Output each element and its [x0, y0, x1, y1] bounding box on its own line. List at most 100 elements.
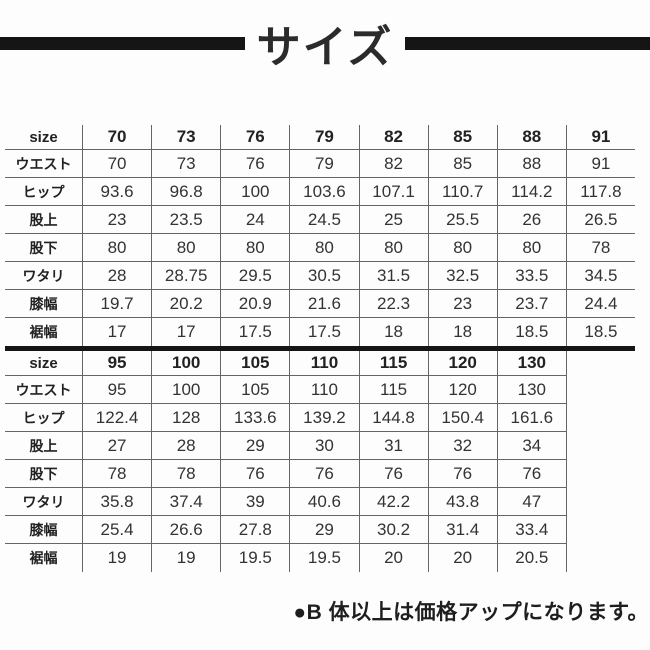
- cell-value: 26: [496, 206, 566, 234]
- cell-value: 26.6: [151, 516, 221, 544]
- cell-value: 22.3: [358, 290, 428, 318]
- size-table-large: size 95 100 105 110 115 120 130 ウエスト 95 100 105 110 1…: [5, 351, 635, 572]
- cell-value: 78: [151, 460, 221, 488]
- size-header-value: 115: [358, 351, 428, 376]
- empty-cell: [565, 404, 635, 432]
- cell-value: 80: [220, 234, 290, 262]
- cell-value: 105: [220, 376, 290, 404]
- cell-value: 19.7: [82, 290, 152, 318]
- page-title: サイズ: [256, 23, 394, 72]
- cell-value: 88: [496, 150, 566, 178]
- cell-value: 133.6: [220, 404, 290, 432]
- row-label: ワタリ: [5, 262, 82, 290]
- cell-value: 20: [427, 544, 497, 572]
- empty-cell: [565, 432, 635, 460]
- cell-value: 80: [151, 234, 221, 262]
- cell-value: 29: [289, 516, 359, 544]
- cell-value: 25: [358, 206, 428, 234]
- row-label: 股上: [5, 206, 82, 234]
- cell-value: 76: [289, 460, 359, 488]
- cell-value: 103.6: [289, 178, 359, 206]
- cell-value: 30: [289, 432, 359, 460]
- cell-value: 27.8: [220, 516, 290, 544]
- cell-value: 18.5: [496, 318, 566, 346]
- size-header-value: 70: [82, 125, 152, 150]
- cell-value: 18.5: [565, 318, 635, 346]
- size-header-value: 85: [427, 125, 497, 150]
- cell-value: 34.5: [565, 262, 635, 290]
- cell-value: 33.4: [496, 516, 566, 544]
- cell-value: 96.8: [151, 178, 221, 206]
- size-header-value: 79: [289, 125, 359, 150]
- row-label: ウエスト: [5, 150, 82, 178]
- cell-value: 24.4: [565, 290, 635, 318]
- cell-value: 114.2: [496, 178, 566, 206]
- cell-value: 115: [358, 376, 428, 404]
- cell-value: 78: [565, 234, 635, 262]
- title-bar-left: [0, 36, 245, 50]
- cell-value: 32: [427, 432, 497, 460]
- cell-value: 31.5: [358, 262, 428, 290]
- cell-value: 80: [496, 234, 566, 262]
- cell-value: 30.2: [358, 516, 428, 544]
- cell-value: 17.5: [220, 318, 289, 346]
- empty-cell: [565, 460, 635, 488]
- cell-value: 20.9: [220, 290, 290, 318]
- cell-value: 73: [151, 150, 221, 178]
- cell-value: 31.4: [427, 516, 497, 544]
- row-label: 裾幅: [29, 550, 58, 566]
- cell-value: 110: [289, 376, 359, 404]
- cell-value: 20: [358, 544, 428, 572]
- size-table-small: size 70 73 76 79 82 85 88 91 ウエスト 70 73 76 79 82 85 88 91…: [5, 125, 635, 351]
- empty-cell: [565, 544, 635, 572]
- size-header-value: 105: [220, 351, 290, 376]
- cell-value: 117.8: [565, 178, 635, 206]
- size-column-header: size: [5, 125, 82, 150]
- cell-value: 110.7: [427, 178, 497, 206]
- row-label: ウエスト: [5, 376, 82, 404]
- cell-value: 18: [427, 318, 497, 346]
- cell-value: 23.5: [151, 206, 221, 234]
- row-label: 裾幅: [29, 324, 58, 340]
- cell-value: 19: [151, 544, 220, 572]
- cell-value: 23: [82, 206, 152, 234]
- cell-value: 39: [220, 488, 290, 516]
- cell-value: 28: [82, 262, 152, 290]
- cell-value: 122.4: [82, 404, 152, 432]
- size-header-value: 120: [427, 351, 497, 376]
- cell-value: 80: [82, 234, 152, 262]
- empty-cell: [565, 516, 635, 544]
- size-column-header: size: [5, 351, 82, 376]
- cell-value: 128: [151, 404, 221, 432]
- cell-value: 100: [151, 376, 221, 404]
- cell-value: 93.6: [82, 178, 152, 206]
- cell-value: 28: [151, 432, 221, 460]
- cell-value: 130: [496, 376, 566, 404]
- row-label: 股上: [5, 432, 82, 460]
- size-header-value: 91: [565, 125, 635, 150]
- row-label: ワタリ: [5, 488, 82, 516]
- cell-value: 40.6: [289, 488, 359, 516]
- cell-value: 33.5: [496, 262, 566, 290]
- cell-value: 26.5: [565, 206, 635, 234]
- size-header-value: 100: [151, 351, 221, 376]
- cell-value: 47: [496, 488, 566, 516]
- cell-value: 19: [82, 544, 151, 572]
- cell-value: 80: [289, 234, 359, 262]
- price-note: ●B 体以上は価格アップになります。: [293, 601, 649, 624]
- cell-value: 28.75: [151, 262, 221, 290]
- cell-value: 19.5: [289, 544, 358, 572]
- cell-value: 17.5: [289, 318, 358, 346]
- size-header-value: 130: [496, 351, 566, 376]
- cell-value: 95: [82, 376, 152, 404]
- cell-value: 27: [82, 432, 152, 460]
- cell-value: 35.8: [82, 488, 152, 516]
- cell-value: 18: [358, 318, 428, 346]
- cell-value: 24.5: [289, 206, 359, 234]
- cell-value: 76: [220, 150, 290, 178]
- size-header-value: 95: [82, 351, 152, 376]
- cell-value: 17: [82, 318, 151, 346]
- cell-value: 19.5: [220, 544, 289, 572]
- cell-value: 32.5: [427, 262, 497, 290]
- cell-value: 76: [358, 460, 428, 488]
